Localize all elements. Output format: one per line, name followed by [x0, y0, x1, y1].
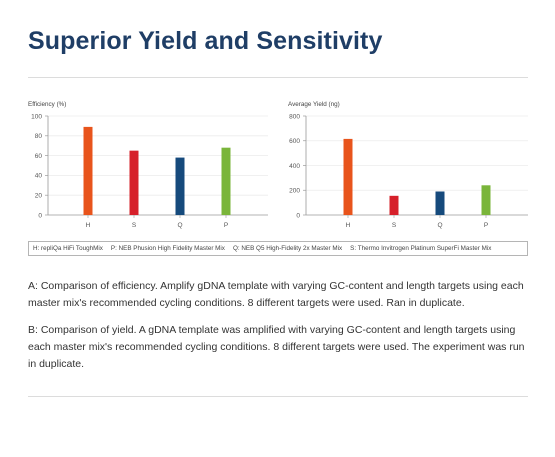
- caption-efficiency: A: Comparison of efficiency. Amplify gDN…: [28, 280, 524, 309]
- y-axis-title: Efficiency (%): [28, 101, 66, 108]
- legend-item-q: Q: NEB Q5 High-Fidelity 2x Master Mix: [232, 245, 343, 252]
- y-axis-title: Average Yield (ng): [288, 101, 340, 108]
- bar-p: [221, 147, 231, 215]
- top-divider: [28, 77, 528, 78]
- x-tick-label: S: [392, 222, 397, 229]
- y-tick-label: 80: [35, 133, 43, 140]
- y-tick-label: 800: [289, 113, 300, 120]
- bar-q: [175, 157, 185, 215]
- bar-p: [481, 185, 491, 215]
- y-tick-label: 200: [289, 188, 300, 195]
- y-tick-label: 60: [35, 153, 43, 160]
- page-title: Superior Yield and Sensitivity: [28, 27, 383, 55]
- bar-q: [435, 191, 445, 215]
- caption-yield: B: Comparison of yield. A gDNA template …: [28, 324, 525, 370]
- legend-item-p: P: NEB Phusion High Fidelity Master Mix: [110, 245, 225, 252]
- yield-chart: Average Yield (ng) 0 200 400 600 800 H S Q P: [288, 101, 528, 229]
- bar-h: [343, 138, 353, 215]
- legend-item-h: H: repliQa HiFi ToughMix: [33, 245, 103, 252]
- efficiency-chart: Efficiency (%) 0 20 40 60 80 100 H S Q P: [28, 101, 268, 229]
- y-tick-label: 100: [31, 113, 42, 120]
- bar-s: [129, 150, 139, 215]
- y-tick-label: 0: [296, 212, 300, 219]
- x-tick-label: S: [132, 222, 137, 229]
- x-tick-label: Q: [437, 222, 442, 229]
- legend-item-s: S: Thermo Invitrogen Platinum SuperFi Ma…: [350, 245, 492, 252]
- y-tick-label: 400: [289, 163, 300, 170]
- bottom-divider: [28, 396, 528, 397]
- x-tick-label: P: [484, 222, 488, 229]
- bar-s: [389, 195, 399, 215]
- y-tick-label: 40: [35, 173, 43, 180]
- bar-h: [83, 126, 93, 215]
- charts-area: Efficiency (%) 0 20 40 60 80 100 H S Q P Average Y…: [28, 101, 528, 229]
- x-tick-label: Q: [177, 222, 182, 229]
- y-tick-label: 0: [38, 212, 42, 219]
- x-tick-label: H: [86, 222, 91, 229]
- x-tick-label: P: [224, 222, 228, 229]
- x-tick-label: H: [346, 222, 351, 229]
- y-tick-label: 20: [35, 193, 43, 200]
- chart-legend: H: repliQa HiFi ToughMix P: NEB Phusion …: [28, 241, 528, 256]
- y-tick-label: 600: [289, 138, 300, 145]
